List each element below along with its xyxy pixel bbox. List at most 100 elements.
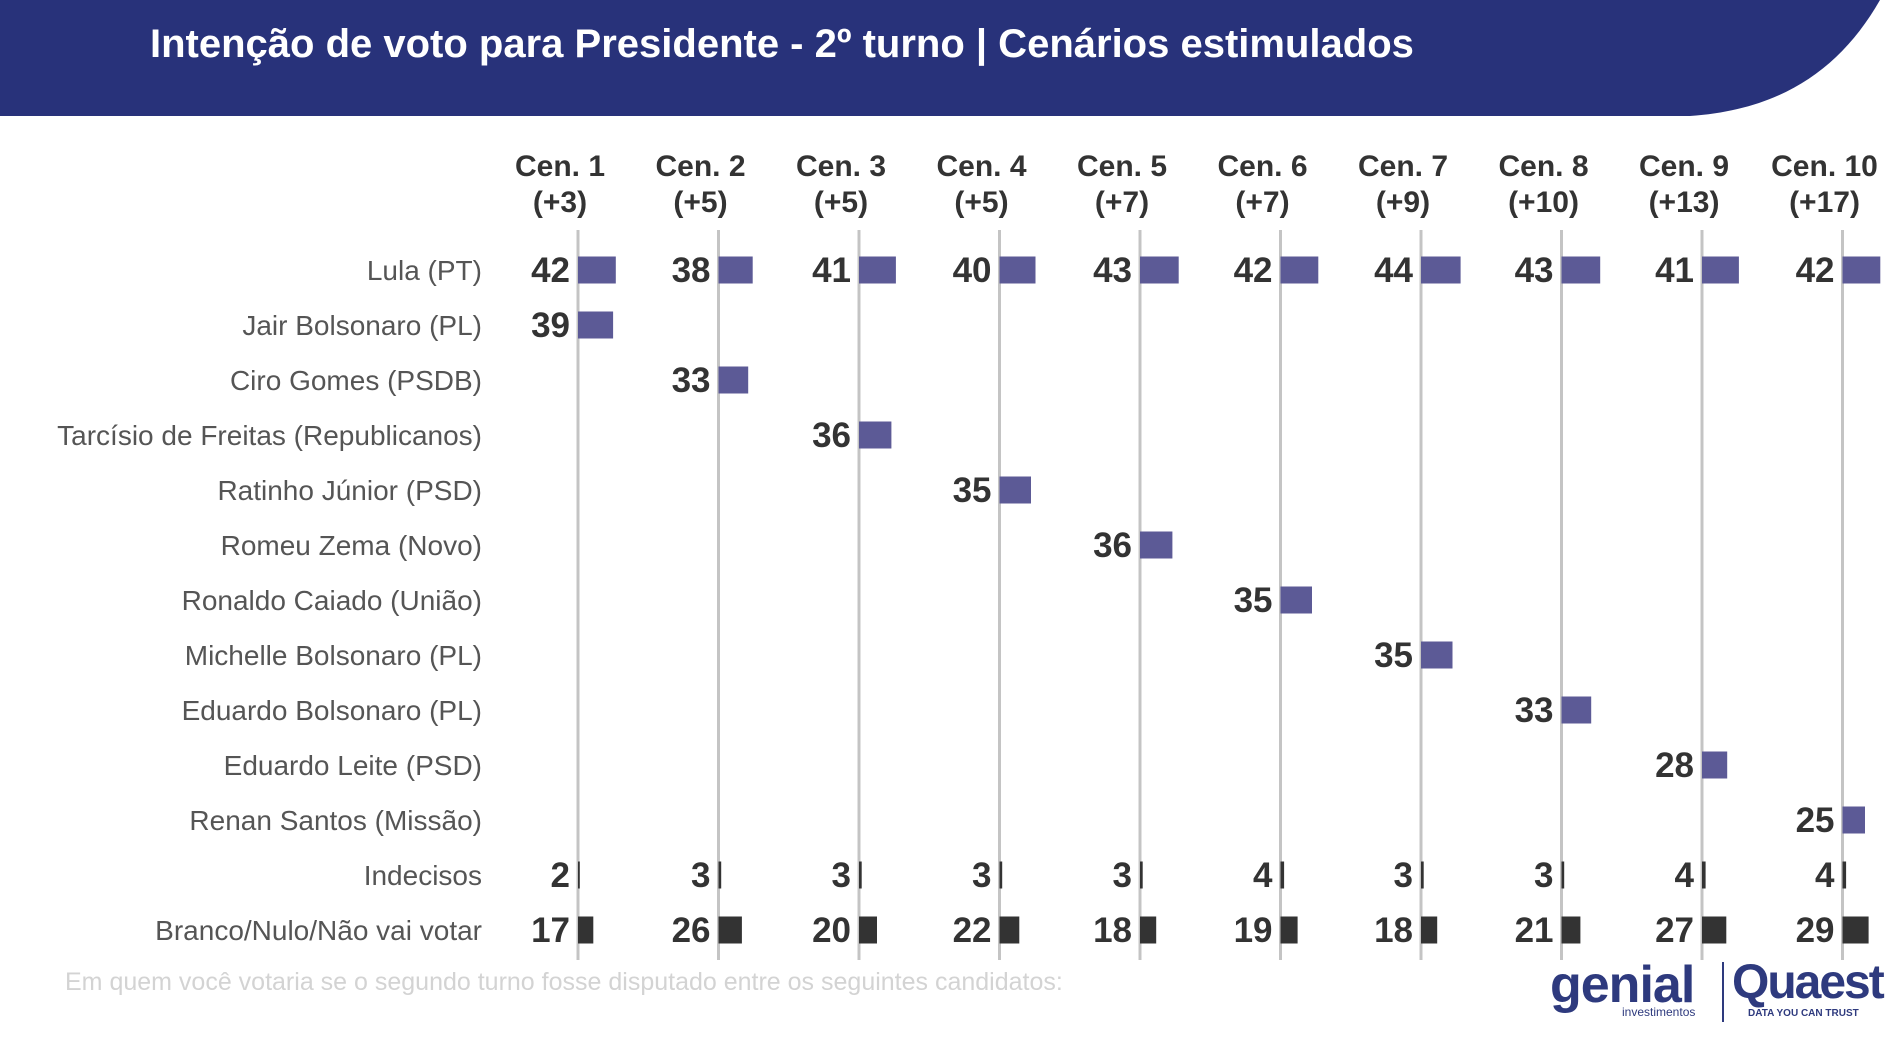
bar	[1561, 861, 1565, 889]
value-label: 33	[672, 361, 711, 400]
bar	[1140, 861, 1143, 889]
bar	[1702, 751, 1728, 779]
bar	[578, 916, 594, 944]
value-label: 4	[1253, 856, 1273, 895]
bar	[1421, 256, 1461, 284]
value-label: 36	[812, 416, 851, 455]
bar	[718, 861, 722, 889]
bar	[1421, 861, 1424, 889]
scenario-margin: (+7)	[1235, 186, 1289, 219]
row-label: Michelle Bolsonaro (PL)	[185, 640, 482, 671]
value-label: 42	[531, 251, 570, 290]
row-label: Renan Santos (Missão)	[189, 805, 482, 836]
scenario-label: Cen. 6	[1217, 150, 1307, 183]
value-label: 42	[1234, 251, 1273, 290]
value-label: 29	[1796, 911, 1835, 950]
quaest-logo: Quaest	[1732, 956, 1885, 1009]
row-label: Ratinho Júnior (PSD)	[217, 475, 482, 506]
value-label: 3	[691, 856, 710, 895]
value-label: 3	[1113, 856, 1132, 895]
value-label: 35	[1374, 636, 1413, 675]
scenario-margin: (+5)	[673, 186, 727, 219]
bar	[1702, 256, 1739, 284]
row-label: Eduardo Bolsonaro (PL)	[182, 695, 482, 726]
bar	[1280, 586, 1312, 614]
scenario-label: Cen. 10	[1771, 150, 1878, 183]
bar	[1561, 916, 1581, 944]
scenario-label: Cen. 4	[936, 150, 1026, 183]
value-label: 3	[1394, 856, 1413, 895]
value-label: 17	[531, 911, 570, 950]
bar	[999, 861, 1003, 889]
value-label: 27	[1655, 911, 1694, 950]
row-label: Branco/Nulo/Não vai votar	[155, 915, 482, 946]
value-label: 40	[953, 251, 992, 290]
value-label: 36	[1093, 526, 1132, 565]
value-label: 18	[1374, 911, 1413, 950]
row-label: Lula (PT)	[367, 255, 482, 286]
scenario-margin: (+17)	[1789, 186, 1860, 219]
bar	[1140, 256, 1179, 284]
value-label: 18	[1093, 911, 1132, 950]
scenario-margin: (+5)	[954, 186, 1008, 219]
scenario-label: Cen. 1	[515, 150, 605, 183]
logo-divider	[1722, 962, 1724, 1022]
scenario-margin: (+3)	[533, 186, 587, 219]
quaest-logo-subtitle: DATA YOU CAN TRUST	[1748, 1008, 1859, 1019]
value-label: 19	[1234, 911, 1273, 950]
value-label: 38	[672, 251, 711, 290]
scenario-label: Cen. 3	[796, 150, 886, 183]
bar	[1702, 916, 1727, 944]
value-label: 41	[812, 251, 851, 290]
genial-logo-subtitle: investimentos	[1622, 1005, 1696, 1019]
bar	[1842, 256, 1881, 284]
value-label: 26	[672, 911, 711, 950]
bar	[1842, 861, 1847, 889]
bar	[1140, 531, 1173, 559]
bar	[578, 861, 580, 889]
value-label: 2	[551, 856, 570, 895]
bar	[1702, 861, 1706, 889]
value-label: 4	[1815, 856, 1835, 895]
bar	[1842, 916, 1869, 944]
scenario-margin: (+10)	[1508, 186, 1579, 219]
scenario-margin: (+13)	[1649, 186, 1720, 219]
value-label: 35	[953, 471, 992, 510]
bar	[1280, 916, 1298, 944]
value-label: 43	[1093, 251, 1132, 290]
bar	[999, 476, 1031, 504]
scenario-label: Cen. 8	[1498, 150, 1588, 183]
scenario-margin: (+9)	[1376, 186, 1430, 219]
bar	[1140, 916, 1157, 944]
value-label: 3	[832, 856, 851, 895]
header-banner	[0, 0, 1880, 116]
row-label: Tarcísio de Freitas (Republicanos)	[57, 420, 482, 451]
value-label: 3	[972, 856, 991, 895]
scenario-label: Cen. 2	[655, 150, 745, 183]
bar	[718, 916, 742, 944]
value-label: 44	[1374, 251, 1413, 290]
bar	[859, 421, 892, 449]
value-label: 28	[1655, 746, 1694, 785]
row-label: Eduardo Leite (PSD)	[224, 750, 482, 781]
bar	[859, 256, 896, 284]
value-label: 39	[531, 306, 570, 345]
bar	[1842, 806, 1865, 834]
bar	[1280, 256, 1319, 284]
row-label: Ciro Gomes (PSDB)	[230, 365, 482, 396]
row-label: Romeu Zema (Novo)	[221, 530, 482, 561]
value-label: 25	[1796, 801, 1835, 840]
scenario-margin: (+7)	[1095, 186, 1149, 219]
row-label: Jair Bolsonaro (PL)	[242, 310, 482, 341]
value-label: 41	[1655, 251, 1694, 290]
bar	[999, 256, 1036, 284]
scenario-label: Cen. 7	[1358, 150, 1448, 183]
bar	[859, 916, 877, 944]
bar	[999, 916, 1020, 944]
value-label: 33	[1515, 691, 1554, 730]
bar	[1421, 641, 1453, 669]
page-title: Intenção de voto para Presidente - 2º tu…	[150, 22, 1414, 66]
scenario-label: Cen. 9	[1639, 150, 1729, 183]
value-label: 4	[1675, 856, 1695, 895]
